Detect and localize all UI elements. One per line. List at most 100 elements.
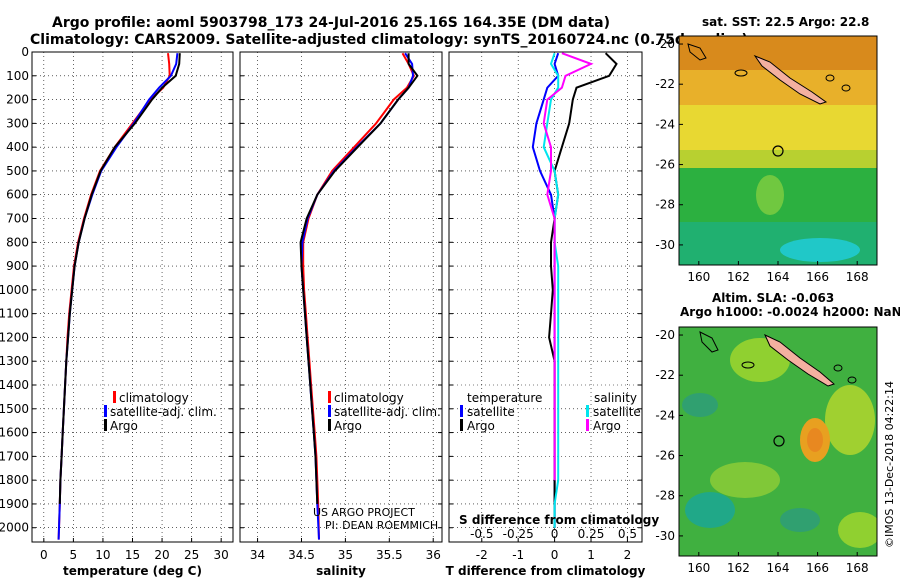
- project-annotation-line-1: US ARGO PROJECT: [313, 506, 415, 519]
- x-tick-label: 1: [587, 548, 595, 562]
- lon-tick-label: 160: [687, 270, 710, 284]
- legend-label-climatology: climatology: [334, 391, 404, 405]
- legend-label-argo: Argo: [110, 419, 138, 433]
- sla-cool-blob-2: [682, 393, 718, 417]
- x-tick-label: 34.5: [288, 548, 315, 562]
- x-tick-label: 0: [551, 548, 559, 562]
- loyalty-island-1: [734, 69, 748, 77]
- sla-light-blob-2: [825, 385, 875, 455]
- series-line-argo: [299, 53, 419, 504]
- lon-tick-label: 164: [767, 270, 790, 284]
- series-line-s-argo: [542, 52, 594, 481]
- loyalty-island-1: [741, 361, 755, 369]
- lat-tick-label: -28: [655, 489, 675, 503]
- sst-band-light-green: [679, 150, 877, 170]
- legend-swatch-satellite: [104, 405, 107, 417]
- legend-swatch-s-satellite: [586, 405, 589, 417]
- legend-label-t-satellite: satellite: [467, 405, 515, 419]
- y-tick-label: 300: [6, 116, 29, 130]
- lon-tick-label: 160: [687, 561, 710, 575]
- x-tick-label: 35: [338, 548, 353, 562]
- x-tick-label: 5: [70, 548, 78, 562]
- legend-swatch-t-argo: [460, 419, 463, 431]
- y-tick-label: 200: [6, 93, 29, 107]
- legend-swatch-climatology: [328, 391, 331, 403]
- lat-tick-label: -30: [655, 529, 675, 543]
- y-tick-label: 1900: [0, 497, 29, 511]
- y-tick-label: 1300: [0, 354, 29, 368]
- legend-label-s-argo: Argo: [593, 419, 621, 433]
- legend-label-t-argo: Argo: [467, 419, 495, 433]
- legend-title-temperature: temperature: [467, 391, 542, 405]
- y-tick-label: 1100: [0, 307, 29, 321]
- s-tick-label: 0.25: [578, 527, 605, 541]
- argo-float-marker: [772, 145, 784, 157]
- sla-map: Altim. SLA: -0.063 Argo h1000: -0.0024 h…: [655, 291, 900, 575]
- y-tick-label: 1000: [0, 283, 29, 297]
- loyalty-island-2: [833, 364, 843, 372]
- legend-label-argo: Argo: [334, 419, 362, 433]
- title-line-1: Argo profile: aoml 5903798_173 24-Jul-20…: [52, 15, 610, 31]
- y-tick-label: 500: [6, 164, 29, 178]
- sst-map: sat. SST: 22.5 Argo: 22.8 160 162 164 166 16…: [655, 15, 878, 284]
- series-line-argo: [58, 53, 181, 504]
- legend-label-climatology: climatology: [119, 391, 189, 405]
- difference-legend: temperature salinity satellite Argo sate…: [459, 391, 659, 527]
- sla-cool-blob-1: [685, 492, 735, 528]
- y-tick-label: 1700: [0, 449, 29, 463]
- y-tick-label: 700: [6, 212, 29, 226]
- sla-map-title-2: Argo h1000: -0.0024 h2000: NaN: [680, 305, 900, 319]
- temperature-profile: 0100200300400500600700800900100011001200…: [0, 45, 234, 578]
- s-tick-label: 0: [551, 527, 559, 541]
- legend-label-s-satellite: satellite: [593, 405, 641, 419]
- sla-map-title-1: Altim. SLA: -0.063: [712, 291, 834, 305]
- title-line-2: Climatology: CARS2009. Satellite-adjuste…: [30, 32, 748, 48]
- y-tick-label: 1800: [0, 473, 29, 487]
- legend-swatch-s-argo: [586, 419, 589, 431]
- sla-cool-blob-3: [780, 508, 820, 532]
- legend-swatch-argo: [328, 419, 331, 431]
- new-caledonia-island: [763, 333, 835, 387]
- y-tick-label: 0: [21, 45, 29, 59]
- sla-map-ticks: 160 162 164 166 168 -20 -22 -24 -26 -28 -30: [655, 328, 868, 575]
- argo-float-marker: [773, 435, 785, 447]
- x-tick-label: 36: [426, 548, 441, 562]
- sst-light-patch: [756, 175, 784, 215]
- x-tick-label: 35.5: [376, 548, 403, 562]
- x-axis-label: salinity: [316, 564, 366, 578]
- lat-tick-label: -26: [655, 158, 675, 172]
- y-tick-label: 1200: [0, 330, 29, 344]
- x-tick-label: -1: [512, 548, 524, 562]
- lon-tick-label: 162: [727, 270, 750, 284]
- x-tick-label: 2: [624, 548, 632, 562]
- x-tick-label: 0: [40, 548, 48, 562]
- sst-map-title: sat. SST: 22.5 Argo: 22.8: [702, 15, 869, 29]
- legend-swatch-climatology: [113, 391, 116, 403]
- s-tick-label: 0.5: [618, 527, 637, 541]
- legend-swatch-satellite: [328, 405, 331, 417]
- lat-tick-label: -28: [655, 198, 675, 212]
- legend-label-satellite: satellite-adj. clim.: [334, 405, 441, 419]
- y-tick-label: 100: [6, 69, 29, 83]
- sla-light-blob-4: [838, 512, 877, 548]
- legend-swatch-argo: [104, 419, 107, 431]
- temperature-legend: climatology satellite-adj. clim. Argo: [104, 391, 217, 433]
- sst-map-ticks: 160 162 164 166 168 -20 -22 -24 -26 -28 -30: [655, 37, 868, 284]
- sst-cyan-patch: [780, 238, 860, 262]
- y-tick-label: 900: [6, 259, 29, 273]
- vanuatu-island: [699, 331, 719, 353]
- x-axis-label: temperature (deg C): [63, 564, 202, 578]
- lat-tick-label: -30: [655, 238, 675, 252]
- s-tick-label: -0.5: [470, 527, 493, 541]
- plot-frame: [239, 51, 443, 543]
- legend-label-satellite: satellite-adj. clim.: [110, 405, 217, 419]
- project-annotation-line-2: PI: DEAN ROEMMICH: [325, 519, 438, 532]
- lon-tick-label: 166: [806, 561, 829, 575]
- x-tick-label: 10: [95, 548, 110, 562]
- loyalty-island-3: [841, 84, 851, 92]
- salinity-legend: climatology satellite-adj. clim. Argo US…: [313, 391, 441, 532]
- lat-tick-label: -24: [655, 117, 675, 131]
- s-difference-label: S difference from climatology: [459, 513, 659, 527]
- lon-tick-label: 166: [806, 270, 829, 284]
